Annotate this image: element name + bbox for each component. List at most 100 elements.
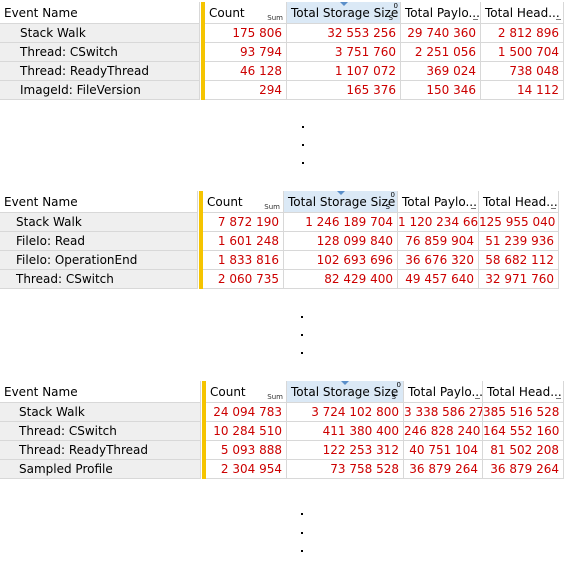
- sort-state-indicator: S: [388, 14, 393, 22]
- header-size-cell: 32 971 760: [479, 270, 559, 289]
- column-header-event-name[interactable]: Event Name: [0, 191, 198, 213]
- event-name-cell: Thread: ReadyThread: [0, 62, 200, 81]
- column-header-total-storage-size[interactable]: Total Storage Size 0 S: [287, 2, 401, 24]
- payload-cell: 29 740 360: [401, 24, 481, 43]
- column-header-total-header[interactable]: Total Head...: [481, 2, 564, 24]
- storage-cell: 1 107 072: [287, 62, 401, 81]
- ellipsis-dot: [301, 513, 303, 515]
- storage-cell: 122 253 312: [287, 441, 404, 460]
- payload-cell: 36 676 320: [398, 251, 479, 270]
- count-cell: 46 128: [205, 62, 287, 81]
- sort-state-indicator: S: [385, 203, 390, 211]
- event-name-cell: FileIo: OperationEnd: [0, 251, 198, 270]
- table-row[interactable]: Thread: ReadyThread 46 128 1 107 072 369…: [0, 62, 564, 81]
- event-table-1: Event Name Count Sum Total Storage Size …: [0, 2, 564, 100]
- table-row[interactable]: Thread: CSwitch 2 060 735 82 429 400 49 …: [0, 270, 564, 289]
- header-size-cell: 81 502 208: [483, 441, 564, 460]
- ellipsis-dot: [302, 144, 304, 146]
- table-row[interactable]: Stack Walk 175 806 32 553 256 29 740 360…: [0, 24, 564, 43]
- count-cell: 10 284 510: [206, 422, 287, 441]
- column-menu-icon[interactable]: [551, 208, 556, 209]
- payload-cell: 150 346: [401, 81, 481, 100]
- table-header-row: Event Name Count Sum Total Storage Size …: [0, 2, 564, 24]
- event-name-cell: Thread: CSwitch: [0, 422, 201, 441]
- event-name-cell: Thread: CSwitch: [0, 270, 198, 289]
- event-name-cell: Stack Walk: [0, 403, 201, 422]
- table-row[interactable]: Thread: CSwitch 93 794 3 751 760 2 251 0…: [0, 43, 564, 62]
- event-name-cell: Stack Walk: [0, 213, 198, 232]
- column-header-storage-label: Total Storage Size: [291, 6, 399, 20]
- column-header-total-header[interactable]: Total Head...: [479, 191, 559, 213]
- table-row[interactable]: FileIo: Read 1 601 248 128 099 840 76 85…: [0, 232, 564, 251]
- event-name-cell: Thread: ReadyThread: [0, 441, 201, 460]
- column-header-storage-label: Total Storage Size: [288, 195, 396, 209]
- storage-cell: 32 553 256: [287, 24, 401, 43]
- count-cell: 7 872 190: [203, 213, 284, 232]
- table-row[interactable]: Thread: ReadyThread 5 093 888 122 253 31…: [0, 441, 564, 460]
- table-row[interactable]: FileIo: OperationEnd 1 833 816 102 693 6…: [0, 251, 564, 270]
- column-header-storage-label: Total Storage Size: [291, 385, 399, 399]
- column-header-total-payload[interactable]: Total Paylo...: [401, 2, 481, 24]
- payload-cell: 246 828 240: [404, 422, 483, 441]
- continuation-ellipsis: [299, 120, 309, 170]
- column-menu-icon[interactable]: [475, 398, 480, 399]
- column-header-count-label: Count: [210, 385, 246, 399]
- ellipsis-dot: [301, 550, 303, 552]
- column-splitter-bar[interactable]: [199, 191, 203, 289]
- column-header-total-header[interactable]: Total Head...: [483, 381, 564, 403]
- column-header-total-payload[interactable]: Total Paylo...: [398, 191, 479, 213]
- table-row[interactable]: ImageId: FileVersion 294 165 376 150 346…: [0, 81, 564, 100]
- table-row[interactable]: Stack Walk 7 872 190 1 246 189 704 1 120…: [0, 213, 564, 232]
- storage-cell: 165 376: [287, 81, 401, 100]
- continuation-ellipsis: [298, 505, 308, 559]
- column-header-count[interactable]: Count Sum: [206, 381, 287, 403]
- storage-cell: 73 758 528: [287, 460, 404, 479]
- payload-cell: 40 751 104: [404, 441, 483, 460]
- column-header-total-storage-size[interactable]: Total Storage Size 0 S: [284, 191, 398, 213]
- column-header-count-label: Count: [207, 195, 243, 209]
- header-size-cell: 738 048: [481, 62, 564, 81]
- storage-cell: 82 429 400: [284, 270, 398, 289]
- header-size-cell: 125 955 040: [479, 213, 559, 232]
- column-header-event-name[interactable]: Event Name: [0, 381, 201, 403]
- count-cell: 24 094 783: [206, 403, 287, 422]
- header-size-cell: 14 112: [481, 81, 564, 100]
- column-menu-icon[interactable]: [556, 19, 561, 20]
- column-splitter-bar[interactable]: [202, 381, 206, 479]
- column-header-payload-label: Total Paylo...: [408, 385, 483, 399]
- header-size-cell: 58 682 112: [479, 251, 559, 270]
- table-row[interactable]: Sampled Profile 2 304 954 73 758 528 36 …: [0, 460, 564, 479]
- event-name-cell: FileIo: Read: [0, 232, 198, 251]
- column-header-count[interactable]: Count Sum: [203, 191, 284, 213]
- table-header-row: Event Name Count Sum Total Storage Size …: [0, 381, 564, 403]
- table-row[interactable]: Thread: CSwitch 10 284 510 411 380 400 2…: [0, 422, 564, 441]
- aggregation-sum-label: Sum: [267, 393, 283, 401]
- column-header-count[interactable]: Count Sum: [205, 2, 287, 24]
- ellipsis-dot: [301, 352, 303, 354]
- column-header-payload-label: Total Paylo...: [402, 195, 477, 209]
- column-header-payload-label: Total Paylo...: [405, 6, 480, 20]
- column-header-count-label: Count: [209, 6, 245, 20]
- column-menu-icon[interactable]: [471, 208, 476, 209]
- aggregation-sum-label: Sum: [264, 203, 280, 211]
- column-header-event-name[interactable]: Event Name: [0, 2, 200, 24]
- table-header-row: Event Name Count Sum Total Storage Size …: [0, 191, 564, 213]
- table-row[interactable]: Stack Walk 24 094 783 3 724 102 800 3 33…: [0, 403, 564, 422]
- count-cell: 1 601 248: [203, 232, 284, 251]
- count-cell: 175 806: [205, 24, 287, 43]
- sort-descending-icon: [336, 191, 345, 195]
- column-header-total-storage-size[interactable]: Total Storage Size 0 S: [287, 381, 404, 403]
- column-menu-icon[interactable]: [473, 19, 478, 20]
- column-header-total-payload[interactable]: Total Paylo...: [404, 381, 483, 403]
- column-header-header-label: Total Head...: [485, 6, 560, 20]
- event-name-cell: ImageId: FileVersion: [0, 81, 200, 100]
- event-name-cell: Sampled Profile: [0, 460, 201, 479]
- column-menu-icon[interactable]: [556, 398, 561, 399]
- payload-cell: 3 338 586 272: [404, 403, 483, 422]
- payload-cell: 2 251 056: [401, 43, 481, 62]
- column-splitter-bar[interactable]: [201, 2, 205, 100]
- count-cell: 2 060 735: [203, 270, 284, 289]
- count-cell: 294: [205, 81, 287, 100]
- header-size-cell: 2 812 896: [481, 24, 564, 43]
- payload-cell: 36 879 264: [404, 460, 483, 479]
